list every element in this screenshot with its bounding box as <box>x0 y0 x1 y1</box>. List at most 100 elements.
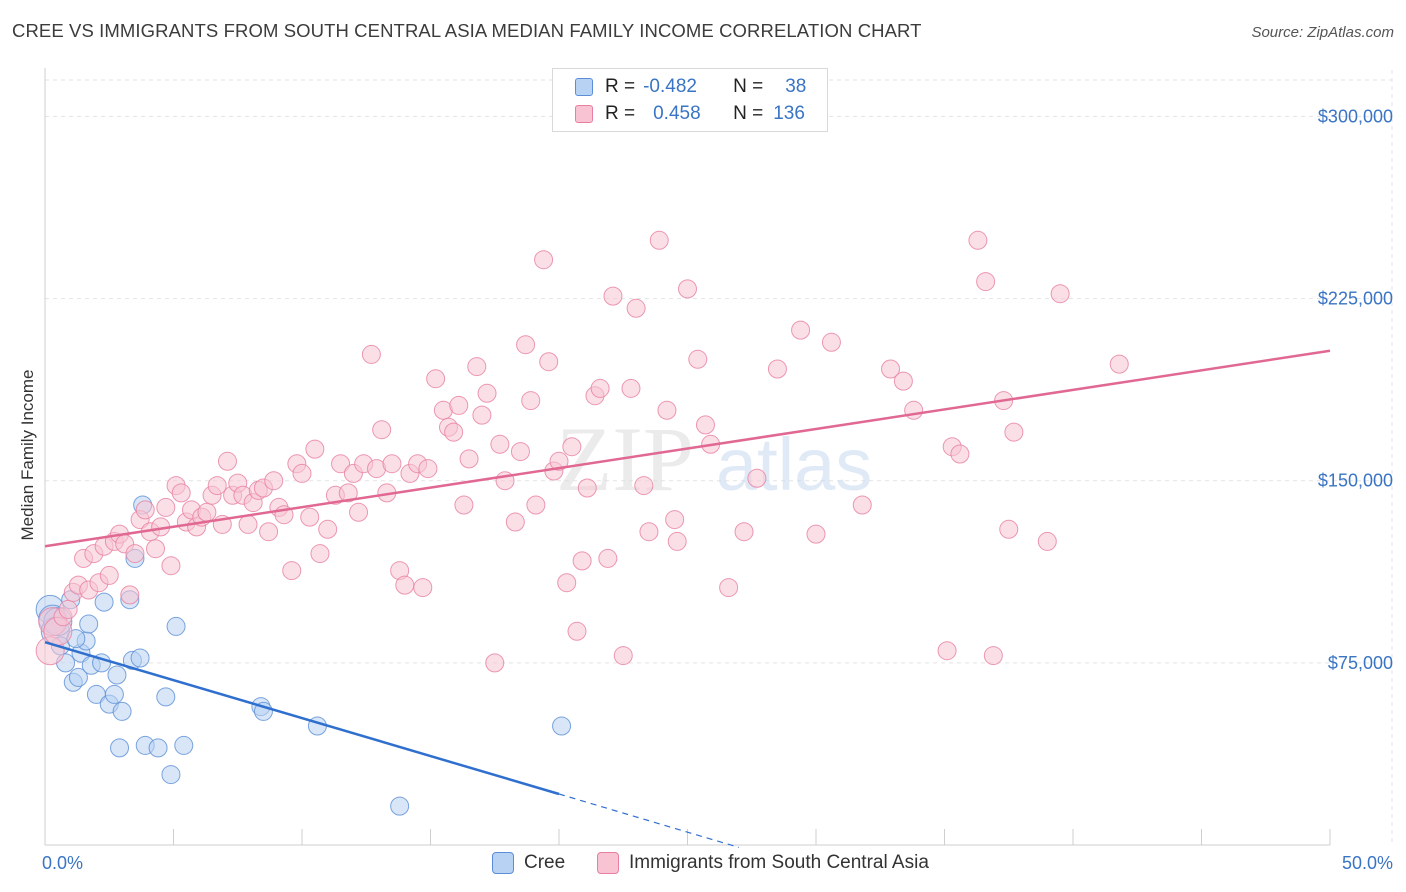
data-point <box>104 684 124 704</box>
data-point <box>806 524 826 544</box>
watermark: ZIP atlas <box>556 408 872 510</box>
data-point <box>881 359 901 379</box>
legend-swatch-cree <box>492 852 514 874</box>
data-point <box>459 449 479 469</box>
data-point <box>300 507 320 527</box>
data-point <box>603 286 623 306</box>
legend-r-value: -0.482 <box>643 76 697 97</box>
data-point <box>852 495 872 515</box>
data-point <box>292 463 312 483</box>
data-point <box>148 738 168 758</box>
data-point <box>217 451 237 471</box>
trend-line-cree-extension <box>558 793 740 849</box>
data-point <box>791 320 811 340</box>
data-point <box>382 454 402 474</box>
data-point <box>562 437 582 457</box>
data-point <box>161 556 181 576</box>
data-point <box>678 279 697 299</box>
chart-title: CREE VS IMMIGRANTS FROM SOUTH CENTRAL AS… <box>12 20 922 41</box>
legend-n-value: 136 <box>773 103 805 124</box>
data-point <box>238 514 258 534</box>
legend-n-label: N = <box>733 76 764 97</box>
data-point <box>590 378 610 398</box>
data-point <box>950 444 970 464</box>
data-point <box>259 522 279 542</box>
data-point <box>477 383 497 403</box>
data-point <box>331 454 351 474</box>
trend-line-cree <box>44 641 560 796</box>
data-point <box>467 357 487 377</box>
data-point <box>349 502 369 522</box>
data-point <box>130 648 150 668</box>
data-point <box>171 483 191 503</box>
data-point <box>125 544 145 564</box>
data-point <box>639 522 659 542</box>
data-point <box>156 687 176 707</box>
data-point <box>621 378 641 398</box>
data-point <box>68 667 88 687</box>
data-point <box>426 369 446 389</box>
legend-r-label: R = <box>605 103 636 124</box>
data-point <box>282 561 302 581</box>
data-point <box>767 359 787 379</box>
data-point <box>79 614 99 634</box>
y-axis-label: Median Family Income <box>18 369 37 540</box>
data-point <box>937 641 957 661</box>
data-point <box>821 332 841 352</box>
data-point <box>338 483 358 503</box>
x-tick-label-min: 0.0% <box>42 853 83 873</box>
legend-n-value: 38 <box>785 76 807 97</box>
data-point <box>413 578 433 598</box>
data-point <box>526 495 546 515</box>
data-point <box>146 539 166 559</box>
legend-swatch-immigrants <box>597 852 619 874</box>
trend-line-immigrants <box>44 349 1331 548</box>
data-point <box>539 352 559 372</box>
data-point <box>112 701 132 721</box>
x-tick-labels: 0.0% 50.0% <box>42 853 1393 873</box>
data-point <box>161 765 181 785</box>
data-point <box>534 250 554 270</box>
data-point <box>1109 354 1129 374</box>
data-point <box>120 585 140 605</box>
data-point <box>135 500 155 520</box>
legend-row-immigrants: R = 0.458 N = 136 <box>575 102 805 126</box>
data-point <box>485 653 505 673</box>
x-tick-label-max: 50.0% <box>1342 853 1393 873</box>
series-immigrants <box>35 230 1129 673</box>
data-point <box>577 478 597 498</box>
y-tick-label: $150,000 <box>1318 471 1393 491</box>
data-point <box>976 272 996 292</box>
data-point <box>516 335 536 355</box>
data-point <box>490 434 510 454</box>
stats-legend: R = -0.482 N = 38 R = 0.458 N = 136 <box>552 68 828 132</box>
data-point <box>552 716 572 736</box>
data-point <box>968 230 988 250</box>
data-point <box>688 349 708 369</box>
legend-item-cree[interactable]: Cree <box>492 852 565 874</box>
data-point <box>557 573 577 593</box>
data-point <box>719 578 739 598</box>
data-point <box>634 476 654 496</box>
data-point <box>1004 422 1024 442</box>
data-point <box>505 512 525 532</box>
data-point <box>613 646 633 666</box>
data-point <box>166 616 186 636</box>
data-point <box>372 420 392 440</box>
data-point <box>207 476 227 496</box>
data-point <box>390 796 410 816</box>
data-point <box>94 592 114 612</box>
chart-source: Source: ZipAtlas.com <box>1251 24 1394 41</box>
data-point <box>734 522 754 542</box>
legend-item-immigrants[interactable]: Immigrants from South Central Asia <box>597 852 929 874</box>
data-point <box>361 344 381 364</box>
legend-label-cree: Cree <box>524 852 566 873</box>
data-point <box>510 442 530 462</box>
data-point <box>99 565 119 585</box>
data-point <box>657 400 677 420</box>
data-point <box>305 439 325 459</box>
data-point <box>747 468 767 488</box>
watermark-atlas: atlas <box>716 423 872 506</box>
data-point <box>197 502 217 522</box>
